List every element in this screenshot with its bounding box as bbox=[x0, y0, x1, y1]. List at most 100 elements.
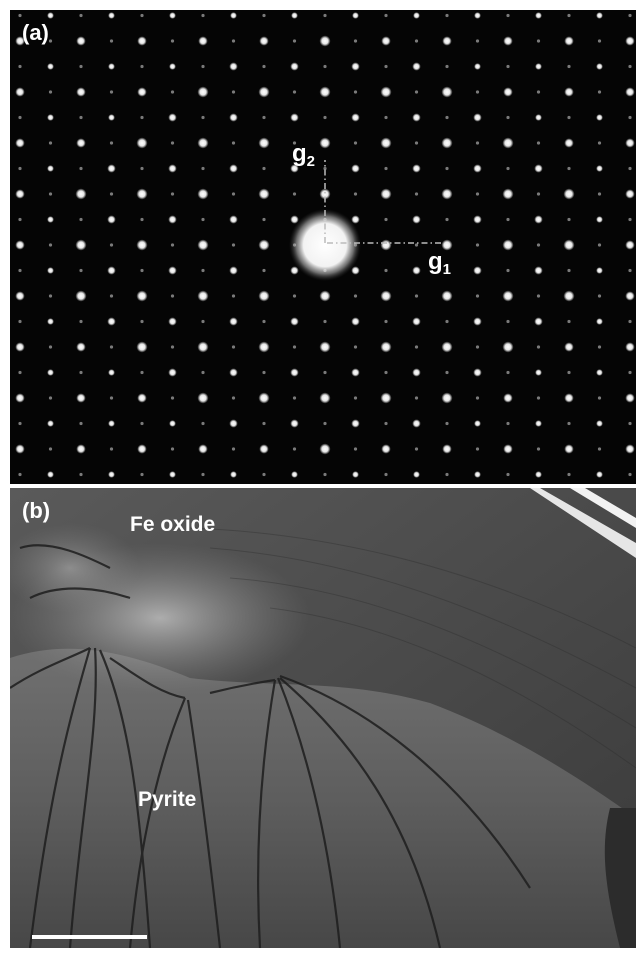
weak-diffraction-spot bbox=[109, 243, 114, 247]
diffraction-spot bbox=[535, 369, 542, 376]
diffraction-spot bbox=[535, 471, 542, 478]
diffraction-spot bbox=[564, 342, 574, 352]
weak-diffraction-spot bbox=[445, 370, 449, 375]
weak-diffraction-spot bbox=[140, 13, 144, 18]
weak-diffraction-spot bbox=[79, 13, 83, 18]
weak-diffraction-spot bbox=[445, 421, 449, 426]
diffraction-spot bbox=[198, 36, 208, 46]
weak-diffraction-spot bbox=[475, 90, 480, 94]
weak-diffraction-spot bbox=[353, 447, 358, 451]
weak-diffraction-spot bbox=[506, 13, 510, 18]
diffraction-spot bbox=[351, 164, 360, 173]
diffraction-spot bbox=[351, 317, 360, 326]
diffraction-spot bbox=[351, 266, 360, 275]
diffraction-spot bbox=[351, 62, 360, 71]
weak-diffraction-spot bbox=[201, 421, 205, 426]
diffraction-spot bbox=[108, 420, 115, 427]
weak-diffraction-spot bbox=[475, 141, 480, 145]
weak-diffraction-spot bbox=[201, 217, 205, 222]
weak-diffraction-spot bbox=[414, 396, 419, 400]
diffraction-spot bbox=[107, 164, 116, 173]
diffraction-spot bbox=[625, 36, 635, 46]
diffraction-spot bbox=[47, 216, 54, 223]
diffraction-spot bbox=[291, 471, 298, 478]
diffraction-spot bbox=[290, 266, 299, 275]
diffraction-spot bbox=[474, 420, 481, 427]
weak-diffraction-spot bbox=[231, 396, 236, 400]
weak-diffraction-spot bbox=[18, 217, 22, 222]
weak-diffraction-spot bbox=[140, 319, 144, 324]
weak-diffraction-spot bbox=[201, 13, 205, 18]
weak-diffraction-spot bbox=[628, 64, 632, 69]
diffraction-spot bbox=[15, 189, 25, 199]
micrograph-panel: (b) Fe oxide Pyrite bbox=[10, 488, 636, 948]
diffraction-spot bbox=[563, 290, 575, 302]
weak-diffraction-spot bbox=[445, 64, 449, 69]
weak-diffraction-spot bbox=[445, 166, 449, 171]
weak-diffraction-spot bbox=[597, 294, 602, 298]
pyrite-region bbox=[10, 648, 636, 948]
diffraction-spot bbox=[352, 471, 359, 478]
diffraction-spot bbox=[258, 188, 270, 200]
diffraction-spot bbox=[625, 393, 635, 403]
diffraction-spot bbox=[47, 165, 54, 172]
diffraction-spot bbox=[107, 266, 116, 275]
weak-diffraction-spot bbox=[445, 217, 449, 222]
diffraction-spot bbox=[258, 239, 270, 251]
diffraction-spot bbox=[380, 86, 392, 98]
diffraction-spot bbox=[380, 239, 392, 251]
bend-contours bbox=[10, 544, 531, 948]
diffraction-spot bbox=[15, 291, 25, 301]
weak-diffraction-spot bbox=[536, 243, 541, 247]
weak-diffraction-spot bbox=[567, 217, 571, 222]
diffraction-spot bbox=[47, 471, 54, 478]
diffraction-spot bbox=[136, 341, 148, 353]
weak-diffraction-spot bbox=[140, 421, 144, 426]
diffraction-spot bbox=[76, 87, 86, 97]
weak-diffraction-spot bbox=[79, 115, 83, 120]
weak-diffraction-spot bbox=[48, 345, 53, 349]
diffraction-spot bbox=[502, 188, 514, 200]
weak-diffraction-spot bbox=[353, 294, 358, 298]
diffraction-spot bbox=[15, 393, 25, 403]
diffraction-spot bbox=[535, 114, 542, 121]
weak-diffraction-spot bbox=[567, 268, 571, 273]
diffraction-spot bbox=[474, 12, 481, 19]
weak-diffraction-spot bbox=[79, 319, 83, 324]
weak-diffraction-spot bbox=[231, 294, 236, 298]
weak-diffraction-spot bbox=[628, 13, 632, 18]
weak-diffraction-spot bbox=[323, 115, 327, 120]
weak-diffraction-spot bbox=[262, 13, 266, 18]
weak-diffraction-spot bbox=[353, 345, 358, 349]
weak-diffraction-spot bbox=[628, 268, 632, 273]
diffraction-spot bbox=[137, 87, 147, 97]
weak-diffraction-spot bbox=[567, 319, 571, 324]
diffraction-spot bbox=[473, 368, 482, 377]
diffraction-spot bbox=[503, 87, 513, 97]
weak-diffraction-spot bbox=[201, 268, 205, 273]
weak-diffraction-spot bbox=[292, 90, 297, 94]
diffraction-spot bbox=[534, 317, 543, 326]
weak-diffraction-spot bbox=[475, 447, 480, 451]
diffraction-spot bbox=[596, 420, 603, 427]
weak-diffraction-spot bbox=[79, 370, 83, 375]
weak-diffraction-spot bbox=[109, 345, 114, 349]
diffraction-spot bbox=[258, 341, 270, 353]
diffraction-spot bbox=[229, 266, 238, 275]
diffraction-spot bbox=[502, 341, 514, 353]
diffraction-spot bbox=[136, 137, 148, 149]
weak-diffraction-spot bbox=[536, 447, 541, 451]
diffraction-spot bbox=[168, 368, 177, 377]
diffraction-spot bbox=[75, 290, 87, 302]
weak-diffraction-spot bbox=[231, 345, 236, 349]
weak-diffraction-spot bbox=[170, 90, 175, 94]
weak-diffraction-spot bbox=[445, 115, 449, 120]
diffraction-spot bbox=[596, 63, 603, 70]
diffraction-spot bbox=[107, 317, 116, 326]
diffraction-spot bbox=[319, 188, 331, 200]
diffraction-spot bbox=[197, 290, 209, 302]
weak-diffraction-spot bbox=[597, 90, 602, 94]
diffraction-spot bbox=[413, 471, 420, 478]
weak-diffraction-spot bbox=[292, 141, 297, 145]
diffraction-spot bbox=[169, 420, 176, 427]
